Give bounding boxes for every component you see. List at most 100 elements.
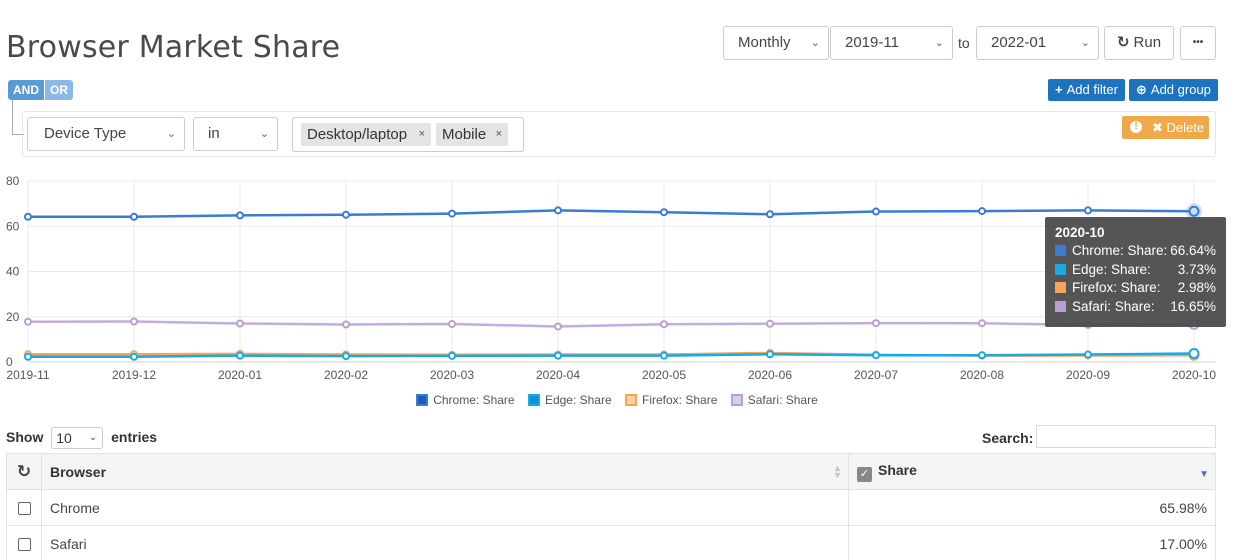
filter-operator-select[interactable]: in ⌄ xyxy=(193,117,278,151)
y-tick-label: 0 xyxy=(6,355,13,369)
add-filter-button[interactable]: + Add filter xyxy=(1048,79,1125,101)
series-line xyxy=(28,352,1195,359)
legend-label: Chrome: Share xyxy=(433,393,515,407)
start-date-select[interactable]: 2019-11 ⌄ xyxy=(830,26,953,60)
market-share-chart: 0 20 40 60 80 2019-11 2019-12 2020-01 2020-02 202… xyxy=(6,174,1216,382)
page-title: Browser Market Share xyxy=(6,30,341,65)
data-point xyxy=(978,351,986,360)
data-point xyxy=(342,210,350,219)
more-options-button[interactable]: ••• xyxy=(1180,26,1216,60)
hover-halo xyxy=(1186,203,1202,220)
show-label: Show xyxy=(6,429,44,445)
filter-values-input[interactable]: Desktop/laptop × Mobile × xyxy=(292,117,524,152)
column-label: Share xyxy=(878,461,917,478)
legend-item-firefox[interactable]: Firefox: Share xyxy=(625,393,717,407)
data-point xyxy=(660,320,668,329)
x-tick-label: 2020-09 xyxy=(1066,368,1110,382)
legend-item-edge[interactable]: Edge: Share xyxy=(527,393,612,407)
checkbox-checked-icon: ✓ xyxy=(857,466,872,482)
info-icon: ! xyxy=(1130,121,1142,133)
run-button[interactable]: ↻ Run xyxy=(1104,26,1174,60)
page-length-value: 10 xyxy=(56,430,72,447)
tooltip-value: 2.98% xyxy=(1177,280,1216,295)
data-point xyxy=(978,319,986,328)
legend-swatch xyxy=(416,394,429,406)
delete-rule-button[interactable]: ! ✖ Delete xyxy=(1122,116,1209,139)
logic-toggle: AND OR xyxy=(8,80,73,100)
data-point xyxy=(342,320,350,329)
tooltip-label: Edge: Share: xyxy=(1072,261,1151,277)
x-tick-label: 2020-10 xyxy=(1172,368,1216,382)
remove-tag-icon[interactable]: × xyxy=(495,128,502,140)
legend-item-chrome[interactable]: Chrome: Share xyxy=(416,393,515,407)
data-point xyxy=(1188,205,1200,217)
period-select-value: Monthly xyxy=(738,34,791,51)
filter-value-label: Desktop/laptop xyxy=(307,126,408,143)
tooltip-row: Edge: Share: 3.73% xyxy=(1055,262,1226,281)
x-tick-label: 2020-05 xyxy=(642,368,686,382)
browser-cell: Safari xyxy=(41,525,849,560)
y-tick-label: 20 xyxy=(6,310,20,324)
tooltip-row: Safari: Share: 16.65% xyxy=(1055,299,1226,318)
tooltip-label: Firefox: Share: xyxy=(1072,280,1161,295)
reload-column-header[interactable]: ↻ xyxy=(6,453,42,490)
search-input[interactable] xyxy=(1036,425,1216,448)
data-point xyxy=(130,212,138,221)
legend-item-safari[interactable]: Safari: Share xyxy=(730,393,818,407)
sort-desc-icon: ▼ xyxy=(1199,469,1209,480)
data-point xyxy=(1084,350,1092,359)
period-select[interactable]: Monthly ⌄ xyxy=(723,26,829,60)
legend-swatch xyxy=(730,394,743,406)
chevron-down-icon: ⌄ xyxy=(88,432,98,444)
end-date-select[interactable]: 2022-01 ⌄ xyxy=(976,26,1099,60)
filter-field-select[interactable]: Device Type ⌄ xyxy=(27,117,185,151)
data-point xyxy=(236,351,244,360)
end-date-value: 2022-01 xyxy=(991,34,1047,51)
browser-cell: Chrome xyxy=(41,489,849,526)
data-point xyxy=(236,211,244,220)
x-tick-label: 2020-01 xyxy=(218,368,262,382)
remove-tag-icon[interactable]: × xyxy=(418,128,425,140)
row-checkbox[interactable] xyxy=(17,502,31,516)
column-header-share[interactable]: ✓ Share ▼ xyxy=(848,453,1216,490)
tooltip-label: Chrome: Share: xyxy=(1072,243,1168,258)
row-checkbox[interactable] xyxy=(17,538,31,552)
data-table: ↻ Browser ▲ ▼ ✓ Share ▼ Chrome 65.98% Safari… xyxy=(6,453,1216,560)
page-length-select[interactable]: 10 ⌄ xyxy=(51,427,104,450)
y-tick-label: 80 xyxy=(6,174,20,188)
data-point xyxy=(766,350,774,359)
data-point xyxy=(660,208,668,217)
times-icon: ✖ xyxy=(1152,120,1163,135)
chevron-down-icon: ⌄ xyxy=(934,37,944,49)
safari-swatch xyxy=(1055,300,1066,312)
row-select-cell xyxy=(6,489,42,526)
chevron-down-icon: ⌄ xyxy=(810,37,820,49)
column-header-browser[interactable]: Browser ▲ ▼ xyxy=(41,453,849,490)
table-row: Safari 17.00% xyxy=(6,525,1216,560)
chart-tooltip: 2020-10 Chrome: Share: 66.64% Edge: Share… xyxy=(1045,217,1226,327)
data-point xyxy=(448,351,456,360)
data-point xyxy=(554,351,562,360)
data-point xyxy=(554,206,562,215)
sort-icon: ▲ ▼ xyxy=(833,463,842,480)
ellipsis-icon: ••• xyxy=(1192,37,1204,48)
plus-icon: + xyxy=(1055,82,1063,97)
series-line xyxy=(27,320,1195,328)
x-tick-label: 2020-04 xyxy=(536,368,580,382)
y-tick-label: 40 xyxy=(6,265,20,279)
and-toggle[interactable]: AND xyxy=(8,80,45,100)
start-date-value: 2019-11 xyxy=(845,34,899,51)
page-length-control: Show 10 ⌄ entries xyxy=(6,427,158,450)
data-point xyxy=(766,319,774,328)
entries-label: entries xyxy=(111,429,158,445)
data-point xyxy=(24,212,32,221)
column-label: Browser xyxy=(50,463,107,480)
add-filter-label: Add filter xyxy=(1066,82,1118,97)
filter-value-tag: Mobile × xyxy=(436,123,508,146)
legend-label: Safari: Share xyxy=(747,393,818,407)
add-group-button[interactable]: ⊕ Add group xyxy=(1129,79,1218,101)
or-toggle[interactable]: OR xyxy=(45,80,73,100)
tooltip-row: Chrome: Share: 66.64% xyxy=(1055,243,1226,262)
x-tick-label: 2019-11 xyxy=(6,368,49,382)
tooltip-value: 3.73% xyxy=(1177,261,1216,277)
